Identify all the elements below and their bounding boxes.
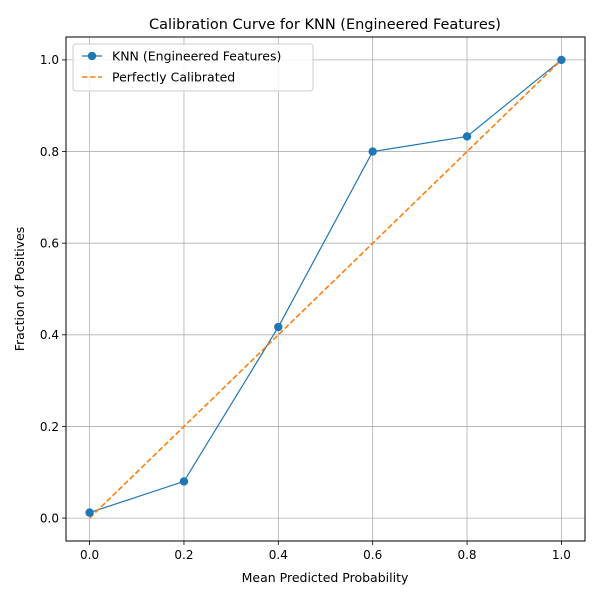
series-line-perfectly-calibrated <box>89 59 562 519</box>
y-tick-label: 0.4 <box>40 328 59 342</box>
legend-label-perfect: Perfectly Calibrated <box>112 70 235 85</box>
series-line-knn <box>89 59 562 514</box>
x-tick-label: 1.0 <box>552 548 571 562</box>
x-tick-label: 0.0 <box>80 548 99 562</box>
y-tick-label: 0.6 <box>40 236 59 250</box>
legend-marker-knn <box>87 51 97 61</box>
legend-label-knn: KNN (Engineered Features) <box>112 49 281 64</box>
x-tick-label: 0.6 <box>363 548 382 562</box>
data-point-knn <box>557 55 566 65</box>
x-tick-label: 0.4 <box>269 548 288 562</box>
plot-frame <box>65 36 586 542</box>
chart-title: Calibration Curve for KNN (Engineered Fe… <box>149 17 501 33</box>
data-point-knn <box>274 322 283 332</box>
legend-box <box>72 43 314 92</box>
y-tick-label: 0.0 <box>40 511 59 525</box>
x-axis-label: Mean Predicted Probability <box>242 570 409 585</box>
y-axis-label: Fraction of Positives <box>12 227 27 352</box>
x-axis-ticks: 0.0 0.2 0.4 0.6 0.8 1.0 <box>80 541 571 562</box>
y-tick-label: 0.2 <box>40 420 59 434</box>
data-point-knn <box>85 508 94 517</box>
legend: KNN (Engineered Features) Perfectly Cali… <box>72 43 314 92</box>
data-point-knn <box>462 132 472 141</box>
x-tick-label: 0.2 <box>174 548 193 562</box>
y-tick-label: 0.8 <box>40 145 59 159</box>
data-point-knn <box>368 147 377 156</box>
y-tick-label: 1.0 <box>40 53 59 67</box>
data-point-knn <box>179 477 189 486</box>
x-tick-label: 0.8 <box>457 548 476 562</box>
y-axis-ticks: 0.0 0.2 0.4 0.6 0.8 1.0 <box>40 53 66 525</box>
series-layer <box>85 55 566 519</box>
